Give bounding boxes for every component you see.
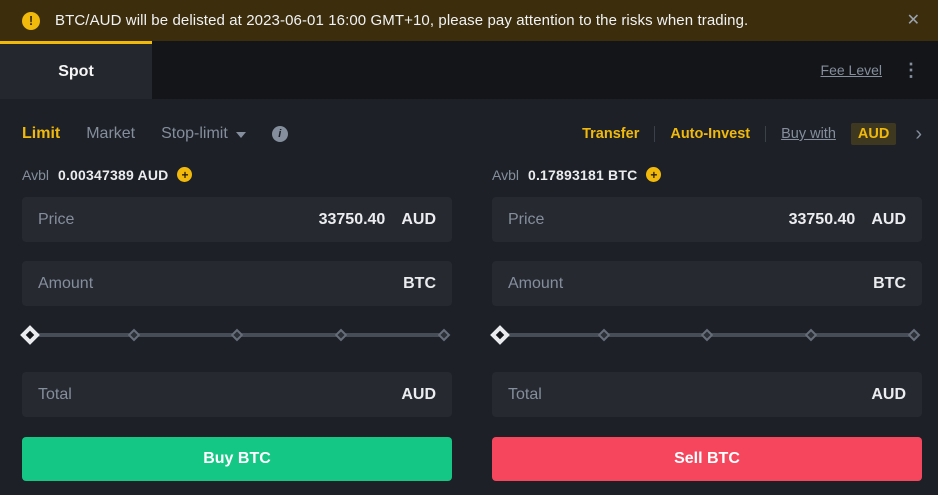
amount-placeholder: Amount (38, 274, 94, 292)
total-unit: AUD (871, 385, 906, 403)
price-unit: AUD (871, 210, 906, 228)
slider-stop-100[interactable] (907, 328, 921, 342)
deposit-plus-icon[interactable]: + (646, 167, 662, 182)
buy-amount-slider[interactable] (20, 306, 452, 372)
order-type-tabs: Limit Market Stop-limit i (22, 125, 288, 143)
total-placeholder: Total (508, 385, 542, 403)
tab-stop-limit[interactable]: Stop-limit (161, 125, 246, 143)
price-label: Price (508, 210, 545, 228)
buy-with-currency-badge[interactable]: AUD (850, 123, 897, 145)
order-type-row: Limit Market Stop-limit i Transfer Auto-… (22, 120, 922, 148)
sell-available-row: Avbl 0.17893181 BTC + (492, 165, 922, 184)
amount-unit: BTC (403, 274, 436, 292)
deposit-plus-icon[interactable]: + (177, 167, 193, 182)
auto-invest-link[interactable]: Auto-Invest (670, 126, 751, 142)
slider-stop-100[interactable] (437, 328, 451, 342)
quick-actions: Transfer Auto-Invest Buy with AUD › (582, 123, 922, 145)
transfer-link[interactable]: Transfer (582, 126, 640, 142)
price-value: 33750.40 (788, 210, 856, 228)
delist-warning-banner: ! BTC/AUD will be delisted at 2023-06-01… (0, 0, 938, 41)
amount-unit: BTC (873, 274, 906, 292)
sell-amount-slider[interactable] (490, 306, 922, 372)
sell-total-field[interactable]: Total AUD (492, 372, 922, 417)
slider-stop-50[interactable] (230, 328, 244, 342)
market-tabbar: Spot Fee Level ⋮ (0, 41, 938, 99)
sell-amount-field[interactable]: Amount BTC (492, 261, 922, 306)
amount-placeholder: Amount (508, 274, 564, 292)
price-value: 33750.40 (318, 210, 386, 228)
warning-icon: ! (22, 11, 40, 30)
tab-stop-limit-label: Stop-limit (161, 125, 228, 142)
buy-price-field[interactable]: Price 33750.40 AUD (22, 197, 452, 242)
slider-stop-75[interactable] (804, 328, 817, 342)
buy-available-row: Avbl 0.00347389 AUD + (22, 165, 452, 184)
buy-button[interactable]: Buy BTC (22, 437, 452, 481)
available-label: Avbl (22, 166, 49, 183)
slider-inner (490, 306, 921, 372)
available-balance: 0.00347389 AUD (57, 166, 169, 183)
close-icon[interactable]: ✕ (906, 11, 920, 29)
slider-stop-75[interactable] (334, 328, 347, 342)
fee-level-link[interactable]: Fee Level (820, 62, 882, 78)
delist-warning-message: BTC/AUD will be delisted at 2023-06-01 1… (55, 12, 749, 29)
divider (765, 126, 767, 142)
tab-market[interactable]: Market (86, 125, 136, 142)
buy-amount-field[interactable]: Amount BTC (22, 261, 452, 306)
buy-form: Avbl 0.00347389 AUD + Price 33750.40 AUD… (20, 165, 452, 481)
slider-stop-50[interactable] (700, 328, 714, 342)
slider-handle[interactable] (490, 325, 510, 345)
sell-price-field[interactable]: Price 33750.40 AUD (492, 197, 922, 242)
chevron-down-icon (235, 132, 246, 138)
info-icon[interactable]: i (271, 126, 288, 142)
price-unit: AUD (401, 210, 436, 228)
tab-spot[interactable]: Spot (0, 41, 152, 99)
price-label: Price (38, 210, 75, 228)
slider-stop-25[interactable] (597, 328, 610, 342)
total-unit: AUD (401, 385, 436, 403)
available-label: Avbl (492, 166, 519, 183)
chevron-right-icon[interactable]: › (915, 123, 922, 145)
slider-handle[interactable] (20, 325, 40, 345)
total-placeholder: Total (38, 385, 72, 403)
divider (654, 126, 656, 142)
trade-panel: Limit Market Stop-limit i Transfer Auto-… (0, 99, 938, 481)
kebab-menu-icon[interactable]: ⋮ (902, 60, 920, 80)
buy-with-link[interactable]: Buy with (781, 126, 836, 142)
sell-button[interactable]: Sell BTC (492, 437, 922, 481)
tab-limit[interactable]: Limit (22, 125, 61, 142)
slider-inner (20, 306, 451, 372)
buy-total-field[interactable]: Total AUD (22, 372, 452, 417)
tabbar-right: Fee Level ⋮ (152, 41, 938, 99)
slider-stop-25[interactable] (127, 328, 140, 342)
available-balance: 0.17893181 BTC (527, 166, 638, 183)
order-forms: Avbl 0.00347389 AUD + Price 33750.40 AUD… (20, 165, 922, 481)
sell-form: Avbl 0.17893181 BTC + Price 33750.40 AUD… (490, 165, 922, 481)
